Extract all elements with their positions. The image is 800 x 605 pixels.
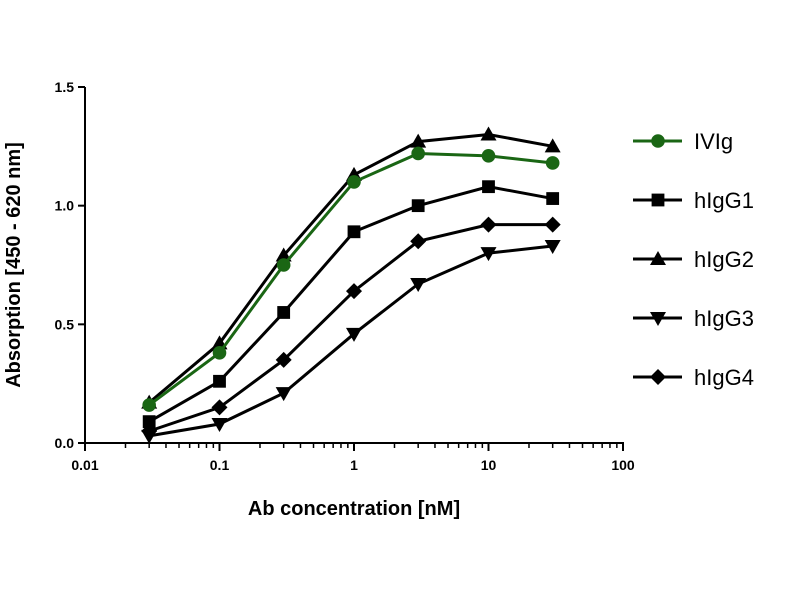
data-point [347, 225, 361, 239]
data-point [212, 346, 227, 360]
data-point [545, 156, 560, 170]
data-point [481, 149, 496, 163]
data-point [213, 374, 226, 388]
series-higg1 [142, 180, 560, 429]
legend-label: hIgG3 [694, 306, 754, 331]
data-point [275, 351, 292, 368]
data-point [480, 247, 497, 262]
x-tick-label: 100 [611, 457, 635, 473]
data-point [480, 216, 497, 233]
data-point [275, 387, 292, 402]
series-higg2 [141, 126, 561, 409]
data-point [410, 233, 427, 250]
data-point [346, 283, 362, 300]
legend-marker [650, 369, 666, 385]
data-point [211, 399, 228, 416]
series-ivig [142, 146, 560, 412]
data-point [410, 277, 427, 292]
data-point [347, 175, 361, 189]
legend-marker [650, 312, 666, 326]
y-tick-label: 1.5 [55, 79, 75, 95]
y-axis-label: Absorption [450 - 620 nm] [3, 142, 25, 388]
data-point [544, 138, 561, 153]
data-point [411, 199, 425, 213]
data-point [480, 126, 497, 141]
legend-item: hIgG1 [633, 188, 754, 213]
x-tick-label: 0.01 [71, 457, 98, 473]
data-point [142, 415, 156, 429]
series-higg4 [141, 216, 561, 440]
y-tick-label: 1.0 [55, 198, 75, 214]
data-point [277, 306, 291, 319]
legend: IVIg hIgG1 hIgG2 hIgG3 hIgG4 [633, 129, 754, 390]
legend-label: hIgG4 [694, 365, 754, 390]
y-tick-label: 0.5 [55, 316, 75, 332]
data-point [411, 146, 425, 161]
axes: 0.0 0.5 1.0 1.5 0.01 0.1 1 10 100 [55, 79, 635, 473]
data-point [410, 133, 427, 148]
legend-marker [651, 134, 665, 148]
y-tick-label: 0.0 [55, 435, 75, 451]
data-point [546, 192, 560, 205]
legend-marker [650, 251, 666, 265]
data-point [482, 180, 495, 194]
data-point [544, 240, 561, 255]
data-point [544, 216, 561, 233]
plot-area [141, 126, 561, 444]
legend-item: IVIg [633, 129, 733, 154]
legend-item: hIgG2 [633, 247, 754, 272]
x-tick-label: 10 [481, 457, 497, 473]
legend-item: hIgG4 [633, 365, 754, 390]
legend-label: hIgG2 [694, 247, 754, 272]
data-point [211, 418, 228, 433]
series-line [148, 244, 553, 438]
data-point [276, 258, 291, 272]
data-point [142, 398, 156, 412]
legend-label: hIgG1 [694, 188, 754, 213]
x-tick-label: 0.1 [210, 457, 230, 473]
legend-item: hIgG3 [633, 306, 754, 331]
x-axis-label: Ab concentration [nM] [248, 498, 460, 520]
x-tick-label: 1 [350, 457, 358, 473]
legend-marker [651, 193, 665, 207]
data-point [346, 327, 362, 342]
legend-label: IVIg [694, 129, 733, 154]
